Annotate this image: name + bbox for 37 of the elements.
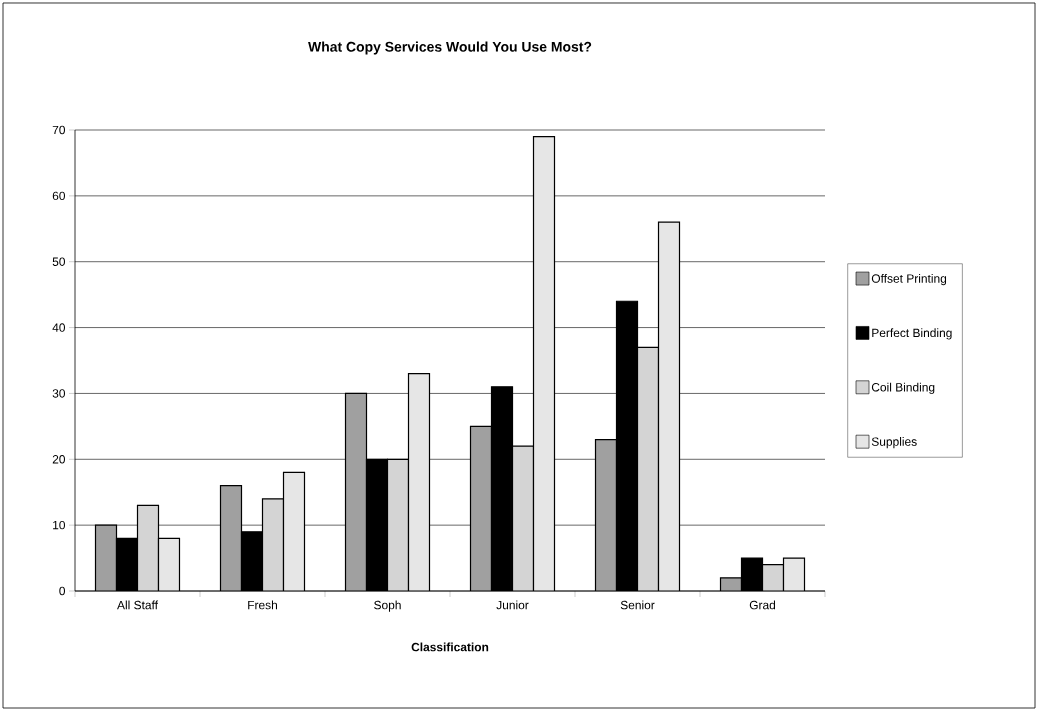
x-axis-title: Classification [411, 642, 489, 652]
bar [345, 393, 367, 591]
y-tick-label: 70 [52, 125, 66, 135]
legend-label: Supplies [871, 437, 917, 449]
y-tick-label: 0 [59, 586, 66, 596]
bar [220, 485, 242, 591]
chart-title: What Copy Services Would You Use Most? [308, 41, 592, 55]
bar [262, 498, 284, 591]
bar [658, 222, 680, 591]
y-tick-label: 60 [52, 191, 66, 201]
bar [782, 557, 806, 591]
bar [470, 426, 492, 591]
x-tick-label: All Staff [117, 600, 159, 610]
bar [158, 538, 180, 591]
bar [95, 525, 117, 591]
legend-label: Coil Binding [871, 382, 935, 394]
bar [137, 505, 159, 591]
x-tick-label: Grad [749, 600, 776, 610]
bar [387, 459, 409, 591]
x-tick-label: Fresh [248, 600, 278, 610]
y-tick-label: 30 [52, 389, 66, 398]
legend-label: Perfect Binding [872, 328, 952, 340]
bar [533, 136, 555, 591]
y-tick-label: 40 [52, 323, 66, 332]
bar [637, 347, 659, 591]
x-tick-label: Senior [620, 600, 655, 610]
bar [408, 373, 430, 591]
y-tick-label: 20 [52, 455, 66, 464]
x-tick-label: Soph [374, 600, 401, 612]
legend-label: Offset Printing [871, 273, 947, 286]
y-tick-label: 50 [52, 257, 66, 266]
x-tick-label: Junior [496, 600, 529, 610]
bar [283, 472, 305, 591]
bar [761, 564, 785, 591]
bar [595, 439, 617, 591]
bar [512, 446, 534, 591]
y-tick-label: 10 [53, 520, 66, 530]
